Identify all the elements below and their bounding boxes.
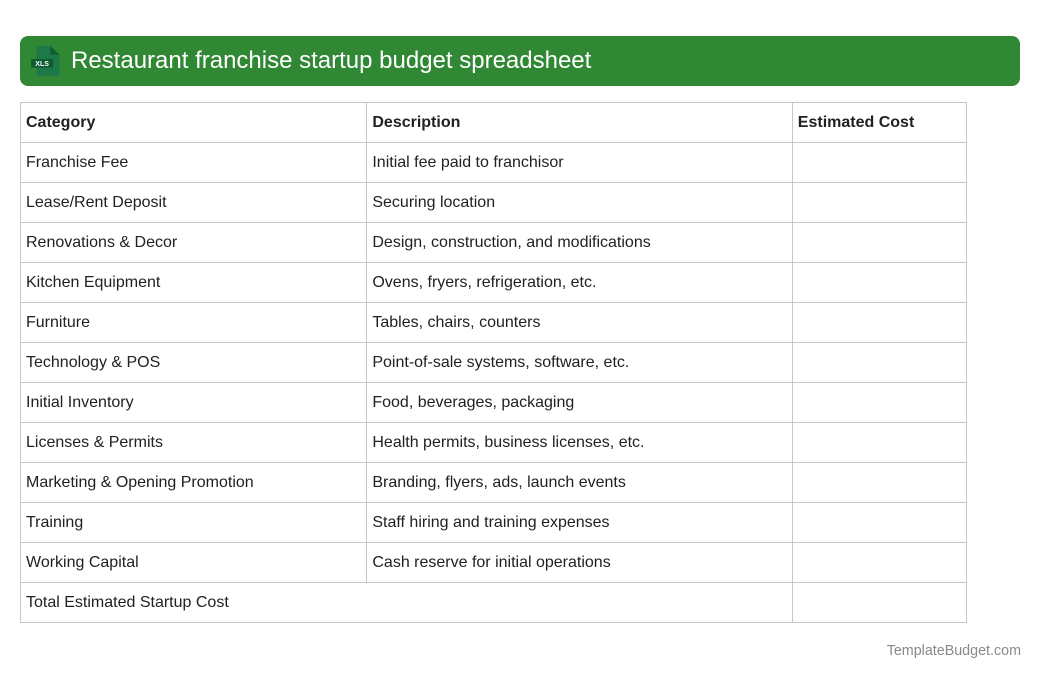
svg-text:XLS: XLS: [35, 61, 49, 68]
